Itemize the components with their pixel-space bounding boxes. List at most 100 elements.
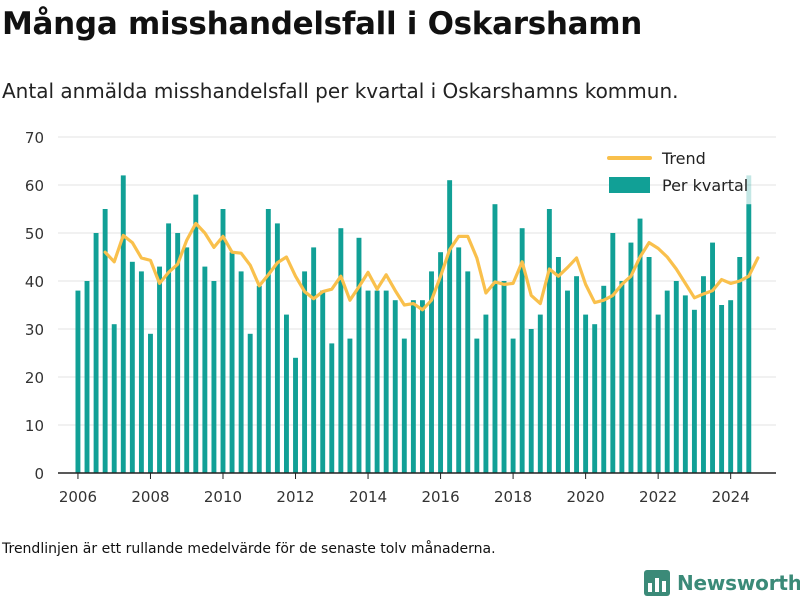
- y-tick-label: 60: [25, 177, 44, 195]
- bar: [102, 209, 108, 473]
- y-tick-label: 50: [25, 225, 44, 243]
- bar: [111, 324, 117, 473]
- bar: [592, 324, 598, 473]
- bar: [320, 290, 326, 473]
- bar: [565, 290, 570, 473]
- bar: [628, 242, 634, 473]
- page-title: Många misshandelsfall i Oskarshamn: [2, 6, 643, 42]
- bar: [655, 314, 661, 473]
- bar: [501, 281, 507, 473]
- x-tick-label: 2016: [421, 488, 459, 506]
- bar: [256, 285, 262, 473]
- bar: [429, 271, 434, 473]
- bar: [438, 252, 444, 473]
- bar: [347, 338, 353, 473]
- bar: [519, 228, 525, 473]
- bar: [691, 309, 697, 473]
- bar: [220, 209, 226, 473]
- bar: [528, 329, 534, 473]
- bar: [664, 290, 670, 473]
- bar: [682, 295, 688, 473]
- bar: [474, 338, 480, 473]
- bar: [75, 290, 81, 473]
- bar: [746, 204, 752, 473]
- bar: [510, 338, 516, 473]
- bar: [356, 237, 362, 473]
- x-tick-label: 2024: [712, 488, 750, 506]
- bar: [247, 333, 253, 473]
- y-tick-label: 30: [25, 321, 44, 339]
- bar: [211, 281, 217, 473]
- bar: [365, 290, 371, 473]
- bar: [555, 257, 561, 473]
- bar: [229, 252, 235, 473]
- bar: [138, 271, 144, 473]
- y-tick-label: 20: [25, 369, 44, 387]
- bar: [710, 242, 715, 473]
- bar: [193, 194, 199, 473]
- bar: [737, 257, 743, 473]
- bar: [419, 300, 425, 473]
- bar: [456, 247, 462, 473]
- bar: [374, 290, 380, 473]
- bar: [537, 314, 543, 473]
- bar: [619, 281, 625, 473]
- bar: [302, 271, 308, 473]
- bar: [447, 180, 453, 473]
- bar: [492, 204, 498, 473]
- bar: [311, 247, 317, 473]
- bar: [284, 314, 289, 473]
- legend: Trend Per kvartal: [607, 149, 748, 195]
- x-tick-label: 2010: [204, 488, 242, 506]
- bar: [238, 271, 244, 473]
- bar: [166, 223, 172, 473]
- bar: [120, 175, 126, 473]
- brand-logo[interactable]: Newsworthy: [644, 568, 800, 598]
- bar: [383, 290, 389, 473]
- y-tick-label: 40: [25, 273, 44, 291]
- bar: [175, 233, 181, 473]
- bar: [148, 333, 153, 473]
- y-tick-label: 70: [25, 129, 44, 147]
- legend-bar-label: Per kvartal: [662, 176, 748, 195]
- x-tick-label: 2020: [567, 488, 605, 506]
- legend-trend-label: Trend: [661, 149, 706, 168]
- footnote: Trendlinjen är ett rullande medelvärde f…: [2, 541, 496, 557]
- page-subtitle: Antal anmälda misshandelsfall per kvarta…: [2, 79, 679, 103]
- bar-series: [75, 175, 752, 473]
- bar: [129, 261, 135, 473]
- x-tick-label: 2018: [494, 488, 532, 506]
- bar: [410, 300, 416, 473]
- newsworthy-bar-chart-icon: [644, 570, 670, 596]
- x-tick-label: 2008: [131, 488, 169, 506]
- bar: [465, 271, 471, 473]
- bar: [265, 209, 271, 473]
- bar: [202, 266, 208, 473]
- bar: [293, 357, 298, 473]
- bar: [574, 276, 580, 473]
- bar: [601, 285, 607, 473]
- bar: [719, 305, 725, 473]
- bar: [673, 281, 679, 473]
- bar: [583, 314, 589, 473]
- bar: [274, 223, 280, 473]
- bar-partial: [746, 175, 752, 205]
- bar: [392, 300, 398, 473]
- bar: [84, 281, 90, 473]
- bar: [637, 218, 643, 473]
- bar: [338, 228, 344, 473]
- bar: [728, 300, 734, 473]
- brand-name: Newsworthy: [677, 571, 800, 595]
- legend-bar-swatch: [609, 177, 650, 193]
- bar: [93, 233, 99, 473]
- bar: [646, 257, 652, 473]
- x-tick-label: 2012: [276, 488, 314, 506]
- bar: [157, 266, 162, 473]
- bar: [546, 209, 552, 473]
- bar: [329, 343, 335, 473]
- bar: [401, 338, 407, 473]
- x-tick-label: 2014: [349, 488, 387, 506]
- bar: [701, 276, 706, 473]
- y-tick-label: 0: [34, 465, 44, 483]
